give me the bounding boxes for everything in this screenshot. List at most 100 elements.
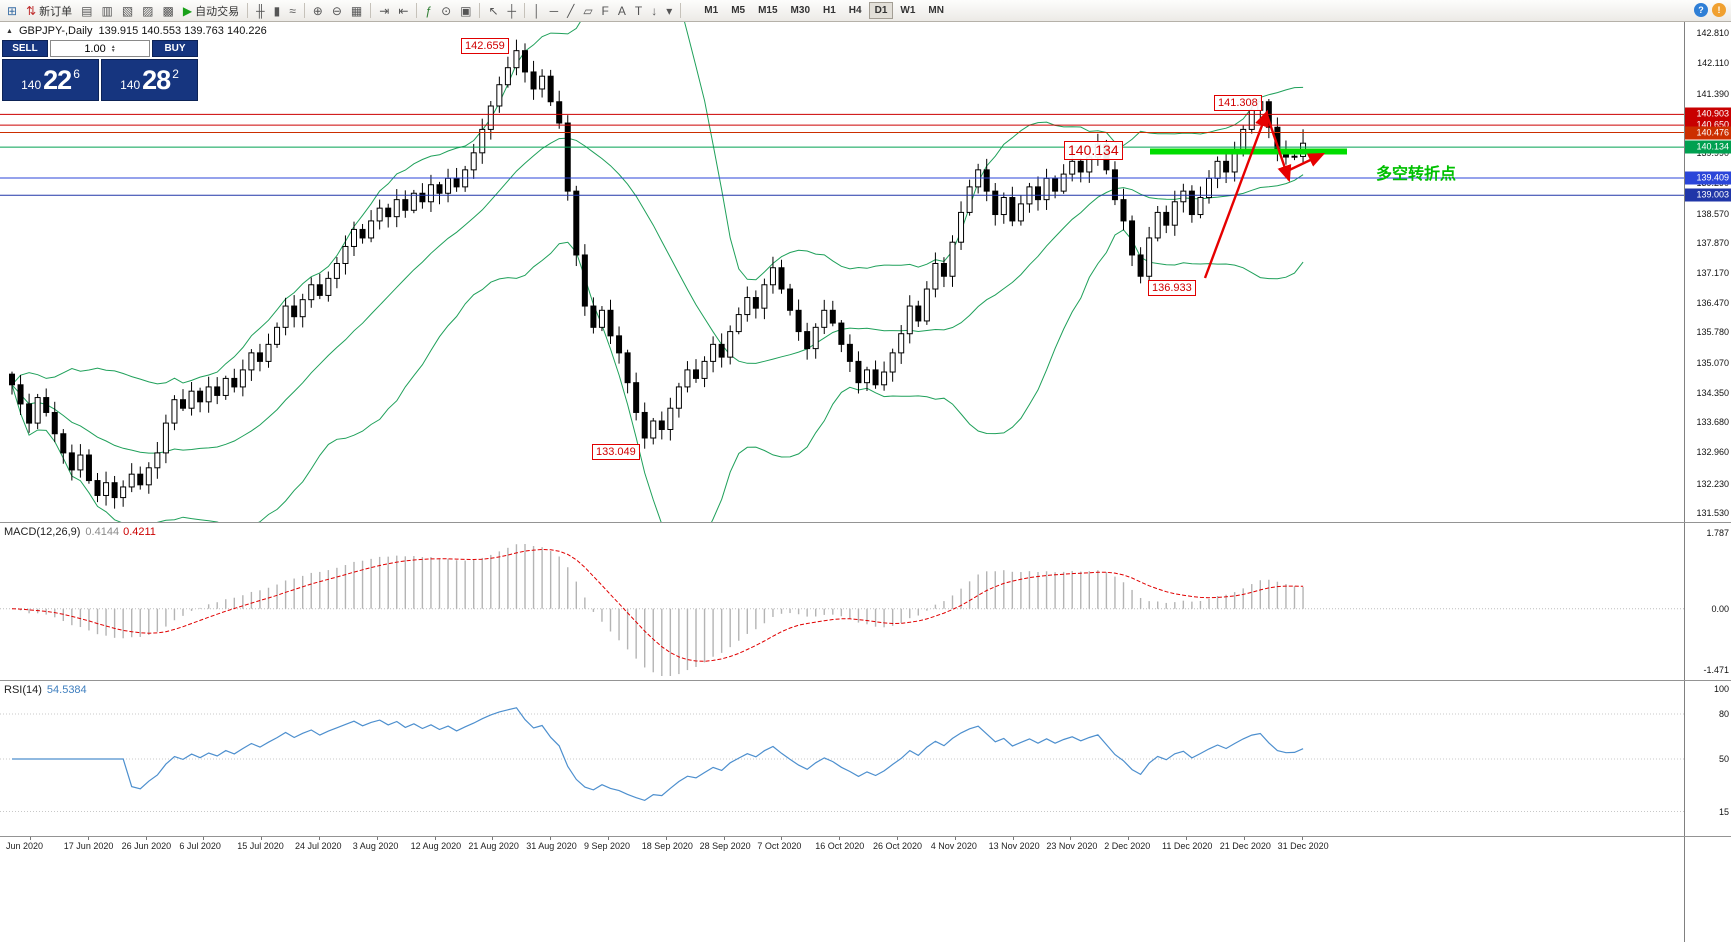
date-label: Jun 2020 (6, 841, 44, 851)
date-tick (1301, 837, 1303, 840)
date-label: 15 Jul 2020 (237, 841, 284, 851)
macd-scale-tick: -1.471 (1703, 665, 1729, 675)
price-tick: 132.960 (1696, 447, 1729, 458)
lot-size-input[interactable]: 1.00 ▲ ▼ (50, 40, 150, 57)
shapes-dropdown[interactable]: ▾ (662, 2, 676, 20)
timeframe-w1[interactable]: W1 (894, 2, 921, 19)
price-label-annotation[interactable]: 133.049 (592, 444, 640, 460)
symbol-period-label: GBPJPY-,Daily (18, 25, 93, 37)
indicators-icon: ƒ (425, 3, 433, 18)
tile-windows-button[interactable]: ▦ (347, 2, 366, 20)
zoom-in-button[interactable]: ⊕ (309, 2, 327, 20)
date-tick (30, 837, 31, 840)
price-tick: 138.570 (1696, 208, 1729, 219)
date-tick (723, 837, 725, 840)
sell-button[interactable]: SELL (2, 40, 48, 57)
auto-scroll-button[interactable]: ⇥ (375, 2, 393, 20)
arrows-button[interactable]: ↓ (647, 2, 661, 20)
sell-price-prefix: 140 (21, 78, 42, 92)
date-label: 21 Dec 2020 (1219, 841, 1271, 851)
price-label-annotation[interactable]: 140.134 (1064, 141, 1123, 160)
date-label: 24 Jul 2020 (295, 841, 342, 851)
indicators-button[interactable]: ƒ (421, 2, 436, 20)
autotrading-button[interactable]: ▶ 自动交易 (179, 2, 243, 20)
horizontal-line-button[interactable]: ─ (546, 2, 563, 20)
terminal-button[interactable]: ▨ (138, 2, 157, 20)
line-chart-button[interactable]: ≈ (285, 2, 300, 20)
date-tick (1128, 837, 1130, 840)
toolbar-separator (303, 3, 305, 18)
spin-down-icon[interactable]: ▼ (110, 47, 116, 54)
text-label-button[interactable]: T (631, 2, 646, 20)
macd-signal-value: 0.4211 (123, 526, 156, 538)
new-order-button[interactable]: ⇅ 新订单 (22, 2, 76, 20)
price-scale[interactable]: 142.810142.110141.390140.690139.990139.2… (1684, 0, 1731, 942)
timeframe-d1[interactable]: D1 (868, 2, 894, 19)
spin-up-icon[interactable]: ▲ (110, 43, 116, 50)
fibonacci-button[interactable]: F (598, 2, 613, 20)
date-label: 17 Jun 2020 (63, 841, 114, 851)
equidistant-channel-icon: ▱ (583, 3, 593, 18)
ohlc-values: 139.915 140.553 139.763 140.226 (98, 25, 267, 37)
data-window-button[interactable]: ▥ (97, 2, 116, 20)
timeframe-m15[interactable]: M15 (752, 2, 783, 19)
new-chart-button[interactable]: ⊞ (3, 2, 21, 20)
chart-shift-button[interactable]: ⇤ (394, 2, 412, 20)
crosshair-button[interactable]: ┼ (504, 2, 521, 20)
trendline-button[interactable]: ╱ (563, 2, 578, 20)
equidistant-channel-button[interactable]: ▱ (579, 2, 596, 20)
price-badge: 140.134 (1685, 140, 1731, 154)
bar-chart-button[interactable]: ╫ (252, 2, 269, 20)
chart-title: ▲ GBPJPY-,Daily 139.915 140.553 139.763 … (6, 25, 267, 37)
candlestick-chart-button[interactable]: ▮ (270, 2, 285, 20)
text-button[interactable]: A (614, 2, 630, 20)
timeframe-mn[interactable]: MN (922, 2, 950, 19)
market-watch-icon: ▤ (81, 3, 93, 18)
trend-note[interactable]: 多空转折点 (1376, 166, 1457, 183)
date-label: 12 Aug 2020 (410, 841, 462, 851)
timeframe-m30[interactable]: M30 (785, 2, 816, 19)
date-label: 2 Dec 2020 (1104, 841, 1151, 851)
price-tick: 142.110 (1697, 58, 1729, 68)
templates-button[interactable]: ▣ (456, 2, 475, 20)
toolbar-items: ⊞ ⇅ 新订单 ▤ ▥ ▧ ▨ ▩ ▶ 自动交易 ╫ ▮ ≈ ⊕ ⊖ ▦ ⇥ ⇤ ƒ ⊙ ▣ ↖ ┼ │ ─ ╱ ▱ F A T ↓ ▾ (3, 2, 684, 20)
date-label: 3 Aug 2020 (352, 841, 399, 851)
rsi-indicator-label: RSI(14) 54.5384 (4, 684, 87, 696)
pane-separator[interactable] (0, 680, 1731, 681)
lot-spinner[interactable]: ▲ ▼ (110, 43, 116, 54)
vertical-line-icon: │ (533, 3, 541, 18)
price-label-annotation[interactable]: 136.933 (1148, 280, 1196, 296)
sell-price-display[interactable]: 140 22 6 (2, 59, 99, 101)
strategy-tester-button[interactable]: ▩ (159, 2, 178, 20)
live-update-icon[interactable]: ! (1712, 3, 1726, 17)
date-tick (1243, 837, 1245, 840)
toolbar-separator (247, 3, 249, 18)
chart-shift-icon: ⇤ (398, 3, 409, 18)
navigator-button[interactable]: ▧ (118, 2, 137, 20)
price-label-annotation[interactable]: 141.308 (1214, 95, 1262, 111)
vertical-line-button[interactable]: │ (529, 2, 545, 20)
timeframe-h1[interactable]: H1 (817, 2, 842, 19)
timeframe-m1[interactable]: M1 (698, 2, 724, 19)
pane-separator[interactable] (0, 522, 1731, 523)
toolbar-separator (370, 3, 372, 18)
date-tick (376, 837, 378, 840)
timeframe-h4[interactable]: H4 (843, 2, 868, 19)
buy-button[interactable]: BUY (152, 40, 198, 57)
market-watch-button[interactable]: ▤ (77, 2, 96, 20)
time-axis[interactable]: Jun 2020 17 Jun 2020 26 Jun 2020 6 Jul 2020… (0, 837, 1684, 859)
candlestick-chart-icon: ▮ (273, 3, 281, 18)
new-order-icon: ⇅ (26, 3, 37, 18)
zoom-out-button[interactable]: ⊖ (328, 2, 346, 20)
help-icon[interactable]: ? (1694, 3, 1708, 17)
templates-icon: ▣ (460, 3, 472, 18)
date-label: 16 Oct 2020 (815, 841, 865, 851)
buy-price-display[interactable]: 140 28 2 (101, 59, 198, 101)
collapse-icon[interactable]: ▲ (6, 27, 13, 35)
price-label-annotation[interactable]: 142.659 (461, 38, 509, 54)
periods-button[interactable]: ⊙ (437, 2, 455, 20)
cursor-button[interactable]: ↖ (484, 2, 502, 20)
timeframe-m5[interactable]: M5 (725, 2, 751, 19)
date-tick (897, 837, 898, 840)
